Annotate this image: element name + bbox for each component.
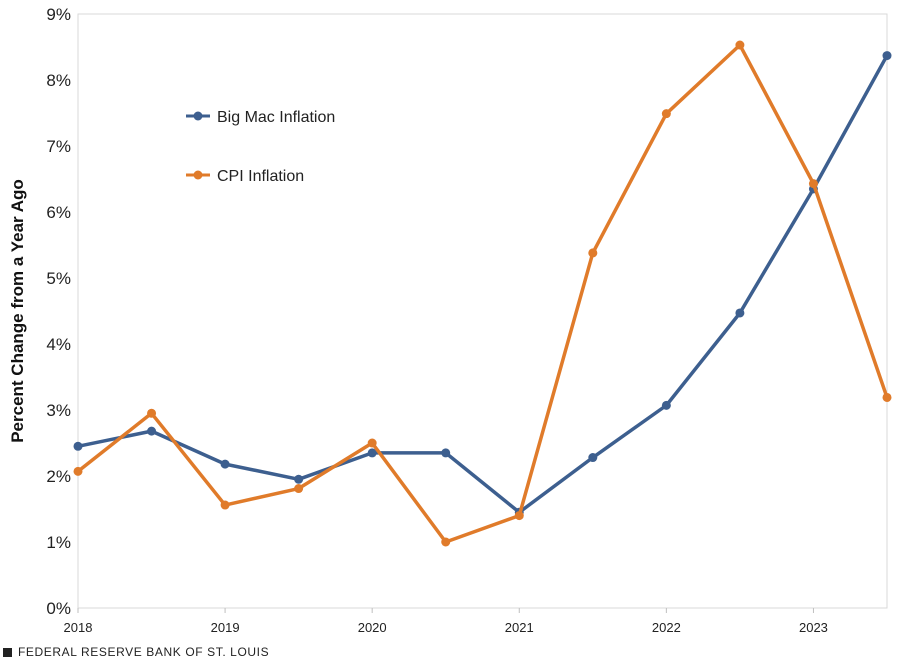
series-line xyxy=(76,43,889,544)
y-axis-label: Percent Change from a Year Ago xyxy=(8,179,27,443)
legend-item: CPI Inflation xyxy=(186,168,304,185)
data-point xyxy=(147,408,157,418)
data-point xyxy=(441,537,451,547)
x-tick-label: 2021 xyxy=(505,620,534,635)
y-tick-label: 4% xyxy=(46,335,71,354)
y-tick-label: 6% xyxy=(46,203,71,222)
data-point xyxy=(294,484,304,494)
data-point xyxy=(441,448,451,458)
data-point xyxy=(588,453,598,463)
data-point xyxy=(661,400,671,410)
data-point xyxy=(808,179,818,189)
data-point xyxy=(882,392,892,402)
y-tick-label: 9% xyxy=(46,5,71,24)
series-cpi-inflation xyxy=(73,40,892,547)
data-point xyxy=(735,40,745,50)
y-tick-label: 7% xyxy=(46,137,71,156)
x-tick-label: 2023 xyxy=(799,620,828,635)
plot-area xyxy=(77,13,888,609)
legend-label: Big Mac Inflation xyxy=(217,109,335,126)
y-axis-ticks: 0% 1% 2% 3% 4% 5% 6% 7% 8% 9% xyxy=(46,5,71,618)
x-tick-label: 2020 xyxy=(358,620,387,635)
legend: Big Mac Inflation CPI Inflation xyxy=(186,109,335,185)
data-point xyxy=(588,248,598,258)
footer-source: FEDERAL RESERVE BANK OF ST. LOUIS xyxy=(18,645,270,659)
y-tick-label: 3% xyxy=(46,401,71,420)
data-point xyxy=(147,426,157,436)
data-point xyxy=(882,51,892,61)
series-line xyxy=(76,53,889,515)
legend-swatch-marker xyxy=(193,111,203,121)
data-point xyxy=(367,438,377,448)
y-tick-label: 5% xyxy=(46,269,71,288)
y-tick-label: 2% xyxy=(46,467,71,486)
x-tick-label: 2022 xyxy=(652,620,681,635)
x-axis-ticks: 2018 2019 2020 2021 2022 2023 xyxy=(64,608,828,635)
y-tick-label: 8% xyxy=(46,71,71,90)
y-tick-label: 1% xyxy=(46,533,71,552)
series-layer xyxy=(73,40,892,547)
legend-swatch-marker xyxy=(193,170,203,180)
data-point xyxy=(220,500,230,510)
footer: FEDERAL RESERVE BANK OF ST. LOUIS xyxy=(3,645,269,659)
data-point xyxy=(514,511,524,521)
y-tick-label: 0% xyxy=(46,599,71,618)
data-point xyxy=(73,466,83,476)
footer-square-icon xyxy=(3,647,12,657)
data-point xyxy=(661,109,671,119)
data-point xyxy=(73,441,83,451)
data-point xyxy=(294,474,304,484)
x-tick-label: 2018 xyxy=(64,620,93,635)
legend-item: Big Mac Inflation xyxy=(186,109,335,126)
legend-label: CPI Inflation xyxy=(217,168,304,185)
data-point xyxy=(735,308,745,318)
x-tick-label: 2019 xyxy=(211,620,240,635)
data-point xyxy=(220,459,230,469)
data-point xyxy=(367,448,377,458)
